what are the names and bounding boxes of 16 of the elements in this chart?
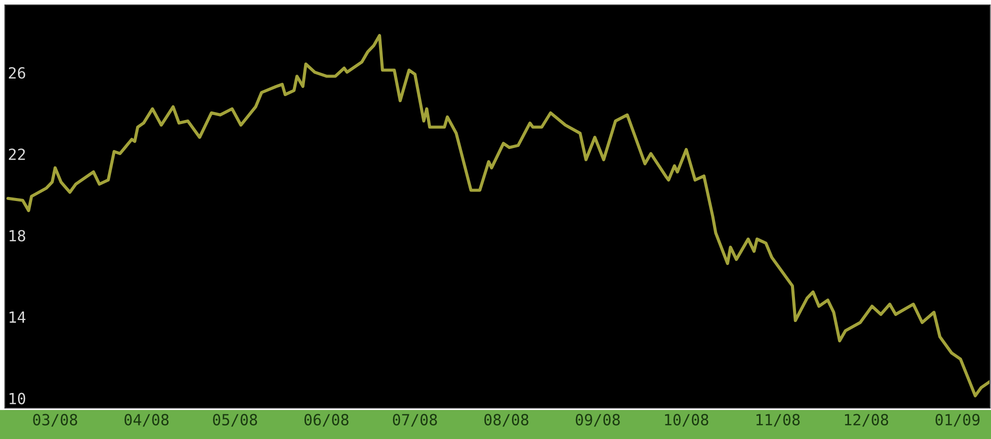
- y-tick-label: 10: [10, 392, 26, 404]
- x-tick-label: 10/08: [665, 414, 708, 427]
- y-tick-label: 14: [10, 312, 26, 323]
- x-tick-label: 06/08: [304, 414, 348, 427]
- x-tick-label: 01/09: [936, 414, 980, 427]
- x-tick-label: 05/08: [213, 414, 258, 427]
- y-tick-label: 26: [8, 67, 26, 79]
- x-tick-label: 12/08: [844, 414, 888, 427]
- x-tick-label: 11/08: [756, 414, 800, 427]
- x-tick-label: 07/08: [392, 414, 437, 427]
- x-tick-label: 08/08: [484, 414, 528, 427]
- y-tick-label: 22: [8, 148, 25, 160]
- y-tick-label: 18: [10, 230, 26, 242]
- x-tick-label: 04/08: [124, 414, 169, 427]
- x-tick-label: 09/08: [576, 414, 620, 427]
- x-tick-label: 03/08: [33, 414, 78, 427]
